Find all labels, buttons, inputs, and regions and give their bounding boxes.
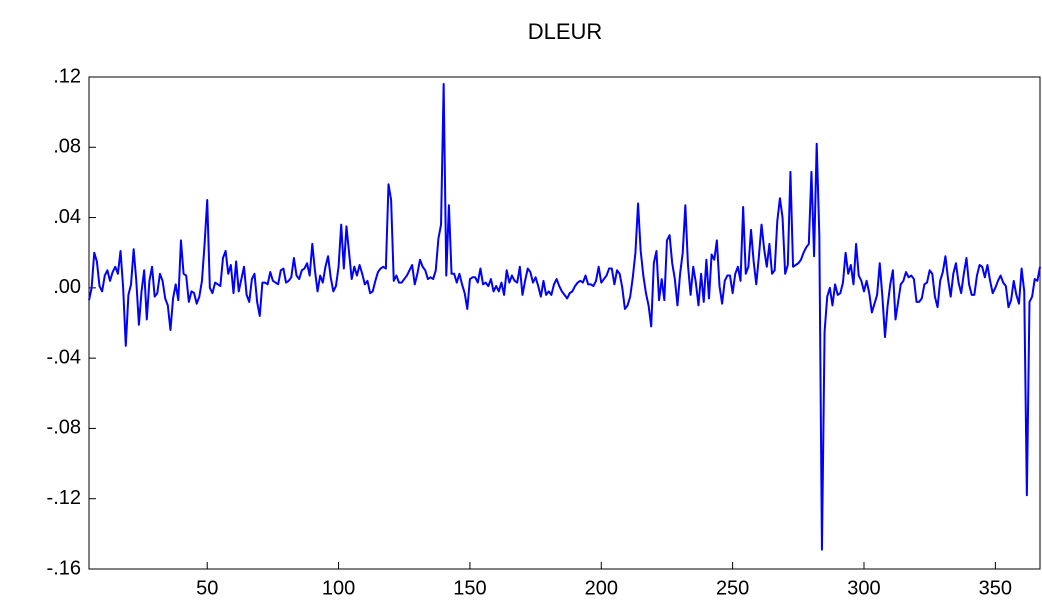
y-tick-label: .00 [53,276,81,298]
y-tick-label: -.12 [47,487,81,509]
x-tick-label: 300 [847,577,880,599]
y-tick-label: -.04 [47,346,81,368]
x-tick-label: 150 [453,577,486,599]
x-tick-label: 200 [585,577,618,599]
y-tick-label: -.08 [47,417,81,439]
x-tick-label: 350 [979,577,1012,599]
series-line [88,83,1041,551]
y-tick-label: .12 [53,65,81,87]
y-tick-label: .04 [53,206,81,228]
chart-title: DLEUR [528,19,603,44]
y-tick-label: -.16 [47,557,81,579]
x-tick-label: 250 [716,577,749,599]
y-tick-label: .08 [53,136,81,158]
plot-frame [88,76,1041,570]
x-tick-label: 100 [322,577,355,599]
x-tick-label: 50 [196,577,218,599]
